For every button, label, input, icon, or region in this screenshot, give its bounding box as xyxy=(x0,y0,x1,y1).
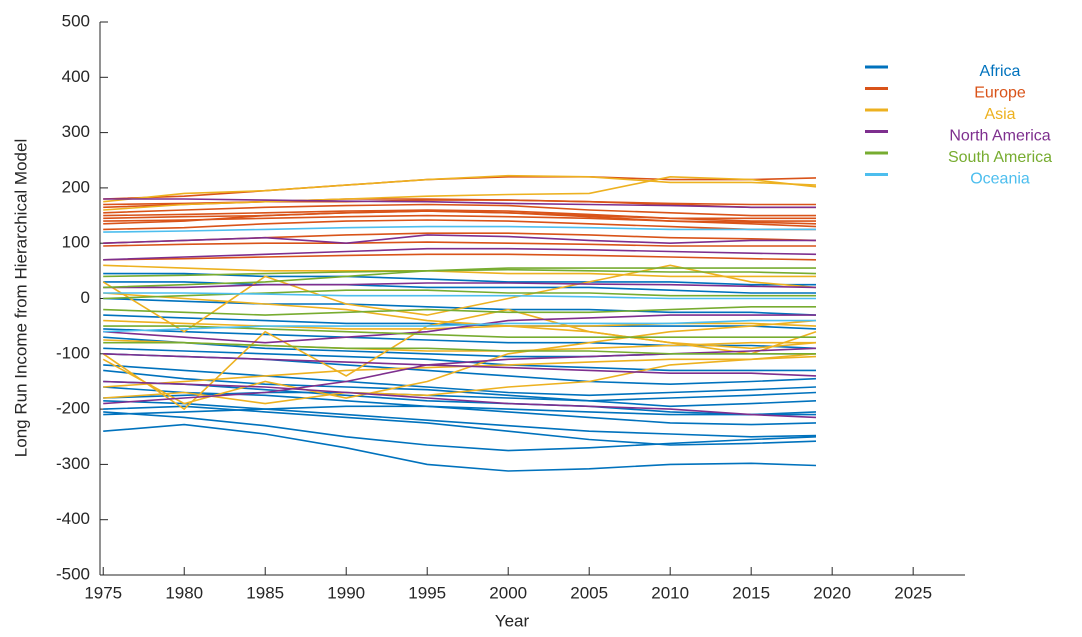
series-line xyxy=(103,319,817,330)
series-line xyxy=(103,341,816,355)
series-line xyxy=(103,319,816,333)
y-tick-label: -500 xyxy=(56,564,90,583)
legend-label: Europe xyxy=(974,85,1026,102)
series-line xyxy=(103,411,817,452)
series-line xyxy=(103,175,817,211)
series-line xyxy=(103,234,816,245)
series-line xyxy=(103,264,816,278)
x-tick-label: 2020 xyxy=(813,583,851,602)
x-tick-label: 1985 xyxy=(246,583,284,602)
series-line xyxy=(103,380,817,419)
y-tick-label: 500 xyxy=(62,11,90,30)
series-line xyxy=(102,319,817,405)
series-line xyxy=(103,292,817,350)
x-tick-label: 2015 xyxy=(732,583,770,602)
series-line xyxy=(103,314,816,344)
series-line xyxy=(103,174,817,203)
x-tick-label: 2025 xyxy=(894,583,932,602)
x-axis-label: Year xyxy=(495,611,530,630)
y-tick-label: -400 xyxy=(56,509,90,528)
series-line xyxy=(103,210,817,228)
series-line xyxy=(103,391,817,402)
series-line xyxy=(103,241,816,247)
y-axis-label: Long Run Income from Hierarchical Model xyxy=(11,139,30,457)
series-line xyxy=(103,282,817,289)
series-line xyxy=(103,247,817,261)
series-line xyxy=(103,306,816,316)
legend-label: North America xyxy=(949,128,1050,145)
legend-label: South America xyxy=(948,149,1052,166)
series-line xyxy=(103,253,817,261)
series-line xyxy=(103,405,817,446)
series-line xyxy=(103,198,816,209)
x-tick-label: 2000 xyxy=(489,583,527,602)
x-tick-label: 1995 xyxy=(408,583,446,602)
x-tick-label: 2010 xyxy=(651,583,689,602)
series-line xyxy=(102,308,817,411)
series-line xyxy=(103,400,817,438)
series-line xyxy=(103,353,817,405)
series-line xyxy=(102,264,817,333)
series-line xyxy=(103,225,816,233)
y-tick-label: -200 xyxy=(56,399,90,418)
legend-label: Africa xyxy=(980,63,1021,80)
x-tick-label: 2005 xyxy=(570,583,608,602)
y-tick-label: 200 xyxy=(62,177,90,196)
legend-label: Oceania xyxy=(970,171,1030,188)
series-line xyxy=(103,219,816,231)
series-line xyxy=(103,268,817,278)
series-line xyxy=(103,380,816,416)
series-line xyxy=(103,364,817,397)
series-line xyxy=(103,292,816,300)
x-tick-label: 1980 xyxy=(165,583,203,602)
x-tick-label: 1975 xyxy=(84,583,122,602)
series-line xyxy=(103,405,817,416)
series-line xyxy=(103,423,817,472)
y-tick-label: 100 xyxy=(62,233,90,252)
series-line xyxy=(103,369,817,408)
series-line xyxy=(103,347,817,405)
series-line xyxy=(103,209,816,220)
x-tick-label: 1990 xyxy=(327,583,365,602)
series-line xyxy=(103,297,817,316)
y-tick-label: 400 xyxy=(62,67,90,86)
y-tick-label: -100 xyxy=(56,343,90,362)
y-tick-label: 0 xyxy=(81,288,90,307)
legend-label: Asia xyxy=(984,106,1015,123)
y-tick-label: 300 xyxy=(62,122,90,141)
series-line xyxy=(103,203,816,217)
series-line xyxy=(103,353,817,377)
y-tick-label: -300 xyxy=(56,454,90,473)
